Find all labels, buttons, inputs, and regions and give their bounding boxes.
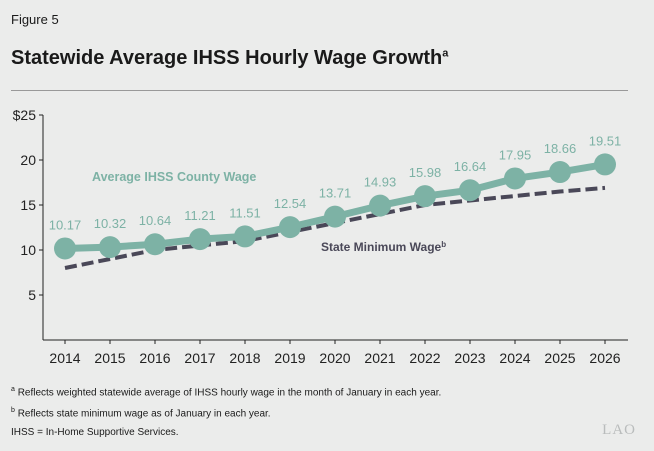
data-label: 10.64 xyxy=(139,213,172,228)
x-tick-label: 2020 xyxy=(319,350,350,366)
data-label: 11.51 xyxy=(229,205,261,220)
ihss-wage-point xyxy=(234,225,256,248)
x-tick-label: 2019 xyxy=(274,350,305,366)
footnote-b: b Reflects state minimum wage as of Janu… xyxy=(11,402,441,423)
lao-logo: LAO xyxy=(602,422,636,438)
footnote-abbrev: IHSS = In-Home Supportive Services. xyxy=(11,424,441,442)
data-label: 18.66 xyxy=(544,141,577,156)
footnote-text: Reflects state minimum wage as of Januar… xyxy=(17,408,271,420)
data-label: 16.64 xyxy=(454,159,487,174)
footnote-marker: a xyxy=(11,386,15,393)
ihss-wage-point xyxy=(549,161,571,184)
ihss-wage-point xyxy=(594,153,616,176)
data-label: 11.21 xyxy=(184,208,216,223)
footnote-marker: b xyxy=(11,407,15,415)
title-note-marker: a xyxy=(442,47,449,60)
x-tick-label: 2023 xyxy=(454,350,485,366)
footnote-text: IHSS = In-Home Supportive Services. xyxy=(11,426,179,438)
data-label: 19.51 xyxy=(589,133,622,148)
series-label-ihss: Average IHSS County Wage xyxy=(92,170,256,184)
title-text: Statewide Average IHSS Hourly Wage Growt… xyxy=(11,47,443,69)
ihss-wage-point xyxy=(144,233,166,256)
ihss-wage-point xyxy=(369,194,391,217)
y-tick-label: 5 xyxy=(28,287,36,303)
x-tick-label: 2014 xyxy=(49,350,80,366)
series-label-min-wage: State Minimum Wageb xyxy=(321,240,446,254)
data-label: 10.17 xyxy=(49,217,82,232)
ihss-wage-point xyxy=(459,179,481,202)
data-label: 15.98 xyxy=(409,165,442,180)
footnotes: a Reflects weighted statewide average of… xyxy=(11,381,441,442)
chart-title: Statewide Average IHSS Hourly Wage Growt… xyxy=(11,47,448,70)
data-label: 12.54 xyxy=(274,196,307,211)
ihss-wage-point xyxy=(99,236,121,259)
figure-label: Figure 5 xyxy=(11,12,59,27)
y-tick-label: 15 xyxy=(20,197,36,213)
ihss-wage-point xyxy=(504,167,526,190)
footnote-a: a Reflects weighted statewide average of… xyxy=(11,381,441,402)
x-tick-label: 2017 xyxy=(184,350,215,366)
data-label: 10.32 xyxy=(94,216,127,231)
y-tick-label: 20 xyxy=(20,152,36,168)
x-tick-label: 2026 xyxy=(589,350,620,366)
x-tick-label: 2021 xyxy=(364,350,395,366)
ihss-wage-point xyxy=(279,216,301,239)
x-tick-label: 2022 xyxy=(409,350,440,366)
x-tick-label: 2024 xyxy=(499,350,530,366)
x-tick-label: 2018 xyxy=(229,350,260,366)
x-tick-label: 2025 xyxy=(544,350,575,366)
x-tick-label: 2016 xyxy=(139,350,170,366)
ihss-wage-point xyxy=(54,237,76,260)
series-note-marker: b xyxy=(441,240,446,249)
ihss-wage-point xyxy=(189,228,211,251)
y-tick-label: $25 xyxy=(13,107,37,123)
data-label: 17.95 xyxy=(499,147,532,162)
y-tick-label: 10 xyxy=(20,242,36,258)
ihss-wage-point xyxy=(324,205,346,228)
footnote-text: Reflects weighted statewide average of I… xyxy=(17,387,442,399)
data-label: 14.93 xyxy=(364,175,397,190)
x-tick-label: 2015 xyxy=(94,350,125,366)
title-divider xyxy=(11,90,628,91)
data-label: 13.71 xyxy=(319,186,352,201)
ihss-wage-point xyxy=(414,185,436,208)
